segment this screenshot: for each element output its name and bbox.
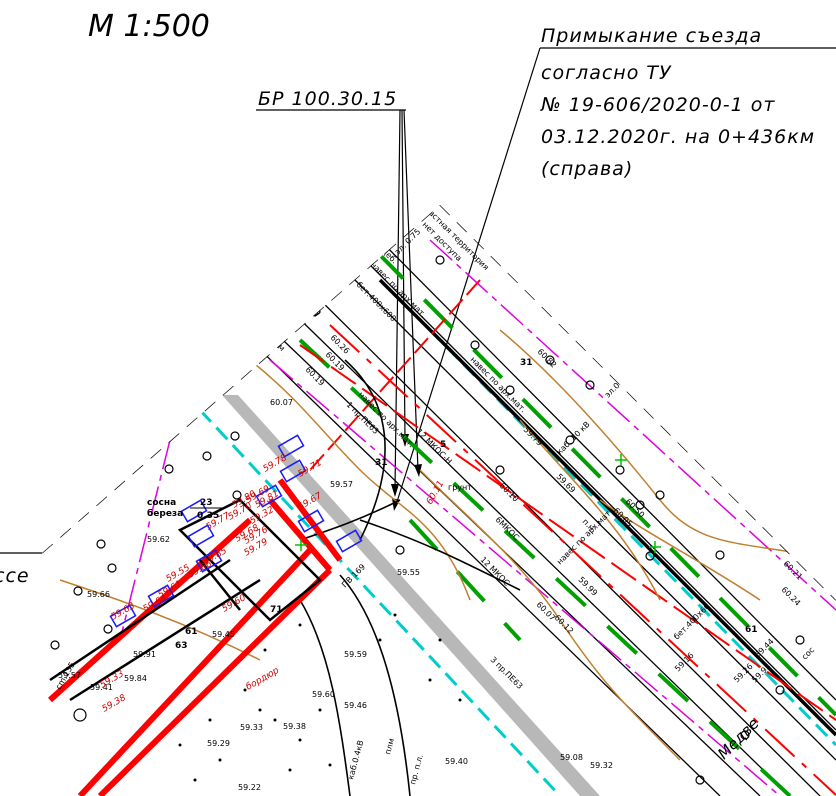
red-thick-lines: [47, 478, 343, 796]
left-callout-text: ссе: [0, 565, 30, 587]
n23-label: 23: [200, 498, 213, 508]
elev-7: 59.66: [87, 590, 110, 599]
elev-24: 59.26: [732, 662, 755, 685]
elev-22: 59.08: [560, 753, 583, 762]
rv6: 59.38: [101, 693, 129, 715]
elev-34: 60.63: [805, 533, 828, 542]
boundary-right: [439, 205, 836, 601]
pl-label: пр. п.л.: [408, 753, 425, 785]
junction-line-3: № 19-606/2020-0-1 от: [540, 94, 775, 116]
luga-arrow-head: [285, 247, 298, 258]
elev-2: 60.19: [304, 365, 327, 388]
elev-13: 59.33: [240, 723, 263, 732]
blue-boxes: [109, 434, 363, 628]
gray-strip: [222, 395, 600, 796]
elev-23: 59.32: [590, 761, 613, 770]
boundary-left: [42, 205, 441, 554]
n61b-label: 61: [745, 625, 758, 635]
elev-3: 60.07: [270, 398, 293, 407]
grass-marks: [178, 613, 462, 782]
n31-label: 31: [520, 358, 533, 368]
elev-6: 59.62: [147, 535, 170, 544]
elev-17: 59.46: [344, 701, 367, 710]
left-callout: ссе: [0, 552, 42, 587]
road-axis-bold: [378, 278, 836, 737]
kmos2-label: 6МКОС: [494, 515, 522, 543]
elev-20: 59.60: [312, 690, 335, 699]
br-callout-text: БР 100.30.15: [258, 88, 397, 110]
n31b-label: 31: [375, 458, 388, 468]
elev-4: 59.57: [330, 480, 353, 489]
elev-9: 59.91: [133, 650, 156, 659]
junction-line-5: (справа): [541, 158, 633, 180]
junction-callout: Примыкание съезда согласно ТУ № 19-606/2…: [392, 25, 836, 511]
rv14: 59.64: [142, 593, 170, 615]
n035-label: 0.35: [197, 511, 219, 521]
el075a-label: эл. 0.75: [393, 227, 422, 256]
naves3-label: навес по арх.мат.: [469, 355, 528, 414]
scale-label: М 1:500: [88, 9, 210, 44]
plm-label: плм: [383, 737, 396, 755]
n63-label: 63: [175, 641, 188, 651]
rv1: 59.78: [262, 453, 290, 475]
elev-10: 59.84: [124, 674, 147, 683]
elev-14: 59.38: [283, 722, 306, 731]
grunt-label: грунт: [448, 483, 472, 492]
n61-label: 61: [185, 627, 198, 637]
road-name-medved: Медве: [714, 714, 763, 763]
elev-16: 59.22: [238, 783, 261, 792]
green-edges: [298, 248, 836, 796]
el075b-label: эл.0.75: [603, 372, 630, 399]
red-axes: [299, 279, 836, 796]
elev-18: 59.40: [445, 757, 468, 766]
elev-15: 59.29: [207, 739, 230, 748]
road-name-luga: Луга: [286, 281, 326, 321]
elev-8: 59.45: [212, 630, 235, 639]
n5-label: 5: [440, 440, 446, 450]
elev-12: 59.57: [58, 671, 81, 680]
plm2-label: плм: [269, 335, 287, 353]
contour-lines: [59, 329, 836, 761]
elev-32: 60.21: [782, 559, 805, 582]
elev-29: 60.10: [498, 481, 521, 504]
pole-b-label: бет.400х60: [672, 602, 712, 642]
junction-line-2: согласно ТУ: [541, 62, 672, 84]
br-callout: БР 100.30.15: [256, 88, 422, 497]
naves4-label: навес по арх.мат.: [555, 507, 614, 566]
rv10: 59.63: [110, 601, 138, 623]
building-outline: [49, 498, 322, 702]
elev-36: 59.79: [522, 425, 545, 448]
rd1: бордюр: [245, 666, 282, 693]
junction-line-1: Примыкание съезда: [541, 25, 762, 47]
kmos3-label: 12 МКОС-Н: [415, 427, 454, 466]
pv169-label: ПВ 169: [340, 562, 367, 589]
green-markers: [295, 454, 661, 553]
sm-label: сос: [800, 645, 816, 661]
n71-label: 71: [270, 605, 283, 615]
map-area: 60.26 60.19 60.19 60.07 59.57 59.55 59.6…: [42, 205, 836, 796]
bereza-label: береза: [147, 508, 183, 519]
elev-38: 60.24: [780, 585, 803, 608]
elev-31: 59.99: [577, 575, 600, 598]
sosna-label: сосна: [147, 498, 176, 508]
junction-curves: [299, 359, 521, 796]
luga-arrow-line: [294, 254, 321, 276]
elev-19: 59.59: [344, 650, 367, 659]
kab04-label: каб.0.4кВ: [346, 739, 365, 780]
rv18: 59.67: [297, 491, 325, 513]
junction-line-4: 03.12.2020г. на 0+436км: [541, 126, 815, 148]
elev-11: 59.41: [90, 683, 113, 692]
elev-5: 59.55: [397, 568, 420, 577]
